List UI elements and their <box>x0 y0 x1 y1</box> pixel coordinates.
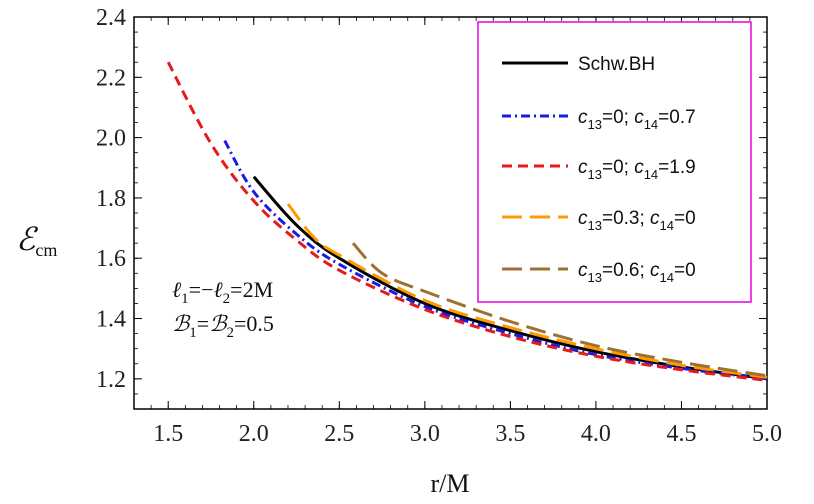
legend-label-1: c13=0; c14=0.7 <box>578 107 696 132</box>
x-tick-label: 5.0 <box>752 421 782 447</box>
x-tick-label: 1.5 <box>153 421 183 447</box>
y-axis-label: ℰcm <box>16 221 57 260</box>
ell-annotation: ℓ1=−ℓ2=2M <box>172 277 273 307</box>
y-tick-label: 2.0 <box>96 126 126 152</box>
y-tick-label: 1.2 <box>96 367 126 393</box>
legend-label-4: c13=0.6; c14=0 <box>578 260 696 285</box>
x-tick-label: 4.0 <box>581 421 611 447</box>
series-line-0 <box>252 175 768 381</box>
x-tick-label: 3.5 <box>495 421 525 447</box>
x-tick-label: 2.5 <box>324 421 354 447</box>
series-line-4 <box>351 242 768 378</box>
x-axis-ticks: 1.5 2.0 2.5 3.0 3.5 4.0 4.5 5.0 <box>150 17 782 447</box>
x-tick-label: 3.0 <box>410 421 440 447</box>
series-line-2 <box>166 61 768 382</box>
y-tick-label: 1.8 <box>96 186 126 212</box>
legend-label-3: c13=0.3; c14=0 <box>578 208 696 233</box>
y-axis-ticks: 1.2 1.4 1.6 1.8 2.0 2.2 2.4 <box>96 5 767 395</box>
legend-label-2: c13=0; c14=1.9 <box>578 157 696 182</box>
legend-box <box>477 21 752 303</box>
legend: Schw.BH c13=0; c14=0.7 c13=0; c14=1.9 c13=0… <box>477 21 752 303</box>
y-tick-label: 2.2 <box>96 65 126 91</box>
series-layer <box>166 61 768 382</box>
x-tick-label: 2.0 <box>239 421 269 447</box>
b-annotation: ℬ1=ℬ2=0.5 <box>172 311 274 341</box>
y-tick-label: 2.4 <box>96 5 126 31</box>
legend-label-0: Schw.BH <box>578 54 655 75</box>
x-tick-label: 4.5 <box>666 421 696 447</box>
y-tick-label: 1.4 <box>96 307 126 333</box>
x-axis-label: r/M <box>431 469 470 498</box>
annotations: ℓ1=−ℓ2=2M ℬ1=ℬ2=0.5 <box>172 277 274 341</box>
y-tick-label: 1.6 <box>96 246 126 272</box>
series-line-3 <box>286 203 768 379</box>
